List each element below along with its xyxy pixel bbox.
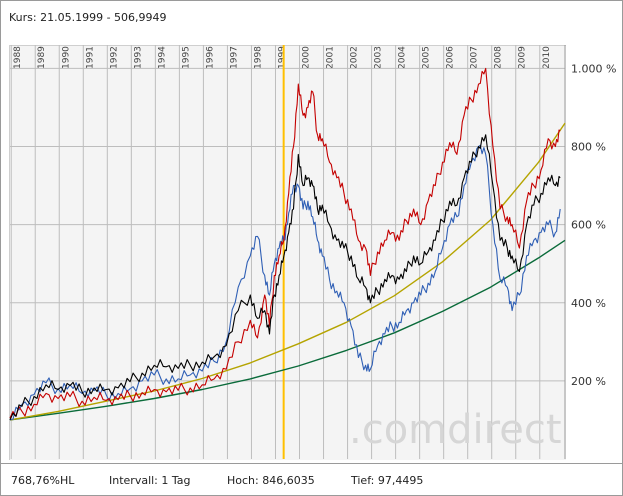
x-tick-1991: 1991	[85, 46, 95, 69]
x-tick-2008: 2008	[494, 46, 504, 69]
x-tick-2000: 2000	[302, 46, 312, 69]
x-tick-1989: 1989	[37, 46, 47, 69]
x-tick-2005: 2005	[422, 46, 432, 69]
chart-footer: 768,76%HL Intervall: 1 Tag Hoch: 846,603…	[1, 463, 622, 496]
x-tick-1999: 1999	[277, 46, 287, 69]
y-tick-200: 200 %	[571, 375, 606, 388]
x-tick-2009: 2009	[518, 46, 528, 69]
performance-label: 768,76%HL	[11, 474, 75, 487]
x-tick-1998: 1998	[253, 46, 263, 69]
y-tick-800: 800 %	[571, 141, 606, 154]
x-tick-1992: 1992	[109, 46, 119, 69]
low-label: Tief: 97,4495	[351, 474, 424, 487]
chart-title: Kurs: 21.05.1999 - 506,9949	[9, 11, 167, 24]
watermark-text: .comdirect	[349, 407, 562, 453]
x-tick-2004: 2004	[398, 46, 408, 69]
x-tick-1990: 1990	[61, 46, 71, 69]
x-tick-2003: 2003	[374, 46, 384, 69]
series-line-green	[9, 239, 566, 421]
y-tick-600: 600 %	[571, 219, 606, 232]
x-tick-1996: 1996	[205, 46, 215, 69]
y-tick-400: 400 %	[571, 297, 606, 310]
series-line-black	[9, 134, 561, 421]
x-tick-2007: 2007	[470, 46, 480, 69]
series-line-olive	[9, 122, 566, 421]
series-line-red	[9, 67, 561, 419]
x-tick-1988: 1988	[13, 46, 23, 69]
x-tick-2001: 2001	[326, 46, 336, 69]
x-tick-1997: 1997	[229, 46, 239, 69]
y-tick-1000: 1.000 %	[571, 62, 616, 75]
x-tick-1995: 1995	[181, 46, 191, 69]
x-tick-2002: 2002	[350, 46, 360, 69]
high-label: Hoch: 846,6035	[227, 474, 315, 487]
x-tick-2010: 2010	[542, 46, 552, 69]
price-chart[interactable]: 1988 1989 1990 1991 1992 1993 1994 1995 1996 1997…	[1, 1, 622, 461]
x-tick-1993: 1993	[133, 46, 143, 69]
interval-label: Intervall: 1 Tag	[109, 474, 191, 487]
x-tick-2006: 2006	[446, 46, 456, 69]
series-line-blue	[9, 144, 561, 421]
x-tick-1994: 1994	[157, 46, 167, 69]
